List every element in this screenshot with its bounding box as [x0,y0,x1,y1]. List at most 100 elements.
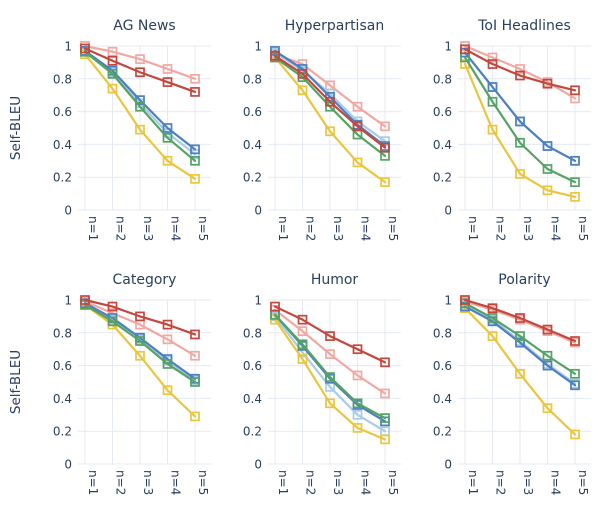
marker-green [515,137,525,148]
marker-blue [515,337,525,348]
x-tick-label: n=4 [359,216,373,241]
y-tick-label: 0.2 [243,171,262,185]
marker-yellow [570,429,580,440]
x-tick-label: n=1 [466,216,480,241]
line-red [83,298,197,336]
marker-salmon [190,73,200,84]
line-yellow [273,56,387,184]
marker-red [107,301,118,312]
x-tick-label: n=4 [169,216,183,241]
x-tick-label: n=2 [494,470,508,495]
line-red [273,305,387,364]
x-tick-label: n=5 [196,216,210,241]
y-tick-label: 0.4 [53,138,72,152]
marker-salmon [190,350,200,361]
x-tick-label: n=3 [141,216,155,241]
marker-red [570,85,580,96]
y-tick-label: 0.6 [433,359,452,373]
x-tick-label: n=1 [86,470,100,495]
y-tick-label: 0.2 [433,425,452,439]
marker-salmon [487,52,498,63]
y-tick-label: 0.2 [433,171,452,185]
marker-red [515,70,525,81]
line-blue [273,49,387,148]
x-tick-label: n=1 [276,216,290,241]
subplot-title: Polarity [498,272,550,288]
line-green [273,56,387,157]
line-red [463,48,577,92]
marker-green [107,316,118,327]
marker-yellow [135,124,145,135]
y-tick-label: 0.6 [53,359,72,373]
marker-yellow [542,403,553,414]
subplot-polarity: 0 0.2 0.4 0.6 0.8 1 n=1 n=2 n=3 n=4 n=5 Polarity [433,272,591,495]
marker-green [542,350,553,361]
marker-yellow [162,155,173,166]
x-tick-label: n=4 [359,470,373,495]
y-tick-label: 1 [254,294,262,308]
marker-blue [190,144,200,155]
y-tick-label: 0 [254,204,262,218]
line-salmon [463,44,577,100]
x-tick-label: n=1 [466,470,480,495]
marker-green [380,413,390,423]
marker-red [135,311,145,322]
line-yellow [463,307,577,436]
x-tick-label: n=5 [196,470,210,495]
marker-blue [135,95,145,105]
subplot-hyperpartisan: 0 0.2 0.4 0.6 0.8 1 n=1 n=2 n=3 n=4 n=5 Hyperpartis… [243,18,401,241]
subplot-ag-news: 0 0.2 0.4 0.6 0.8 1 n=1 n=2 n=3 n=4 n=5 AG News [53,18,211,241]
marker-red [570,336,580,346]
y-axis-title-row2: Self-BLEU [8,349,24,415]
marker-green [162,359,173,369]
marker-red [325,331,335,341]
line-green [463,302,577,375]
subplot-category: 0 0.2 0.4 0.6 0.8 1 n=1 n=2 n=3 n=4 n=5 Category [53,272,211,495]
marker-yellow [325,126,335,137]
marker-green [352,398,363,409]
y-tick-label: 0.6 [243,359,262,373]
marker-green [162,132,173,143]
x-tick-label: n=2 [114,216,128,241]
marker-salmon [297,326,308,337]
marker-salmon [352,370,363,381]
marker-green [487,96,498,107]
marker-blue [487,82,498,92]
line-light-blue [463,303,577,385]
y-tick-label: 0.8 [433,72,452,86]
subplot-title: Humor [311,272,359,288]
marker-blue [515,116,525,127]
line-green [463,56,577,184]
x-tick-label: n=4 [169,470,183,495]
marker-salmon [380,121,390,132]
marker-green [570,368,580,379]
marker-blue [570,380,580,391]
marker-green [487,313,498,323]
marker-red [487,59,498,69]
marker-red [162,77,173,87]
marker-green [135,101,145,112]
x-tick-label: n=5 [576,470,590,495]
marker-salmon [380,388,390,399]
line-blue [83,49,197,151]
marker-red [460,295,470,305]
line-salmon [463,300,577,344]
subplot-humor: 0 0.2 0.4 0.6 0.8 1 n=1 n=2 n=3 n=4 n=5 Humor [243,272,401,495]
marker-green [135,336,145,346]
marker-green [190,377,200,387]
marker-green [107,69,118,79]
subplot-title: ToI Headlines [477,18,570,34]
y-tick-label: 0.8 [243,72,262,86]
marker-red [460,44,470,55]
x-tick-label: n=5 [386,470,400,495]
x-tick-label: n=2 [494,216,508,241]
x-tick-label: n=4 [549,470,563,495]
line-green [83,50,197,162]
marker-red [80,43,90,54]
x-tick-label: n=2 [114,470,128,495]
marker-red [352,121,363,132]
y-tick-label: 0.4 [433,392,452,406]
marker-yellow [190,173,200,184]
y-tick-label: 0.6 [243,105,262,119]
